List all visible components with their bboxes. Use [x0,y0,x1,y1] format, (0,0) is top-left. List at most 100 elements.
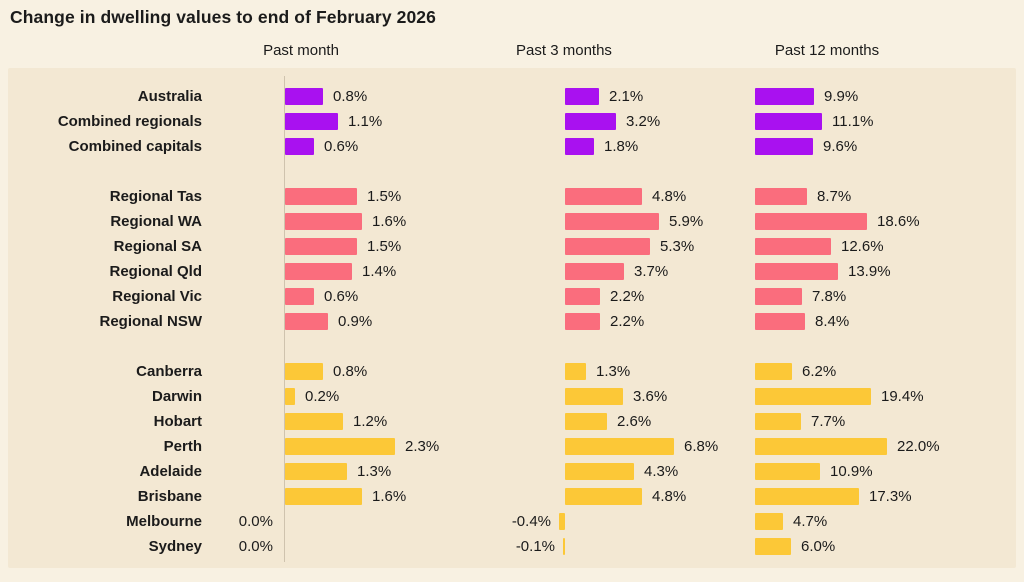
value-label: 1.3% [357,463,392,480]
value-label: 9.6% [823,138,858,155]
row-label: Canberra [136,363,202,380]
value-label: 0.8% [333,363,368,380]
value-label: 2.1% [609,88,644,105]
value-label: 1.2% [353,413,388,430]
value-label: 22.0% [897,438,940,455]
value-label: 4.3% [644,463,679,480]
bar [285,413,343,430]
row-label: Darwin [151,388,202,405]
bar [565,113,616,130]
row-label: Adelaide [139,463,202,480]
value-label: 3.6% [633,388,668,405]
value-label: 0.2% [305,388,340,405]
value-label: -0.4% [511,513,551,530]
value-label: 10.9% [830,463,873,480]
bar [285,288,314,305]
value-label: 19.4% [881,388,924,405]
bar [559,513,565,530]
value-label: 0.8% [333,88,368,105]
bar [565,363,586,380]
value-label: 1.5% [367,188,402,205]
value-label: 4.7% [793,513,828,530]
row-label: Regional NSW [99,313,202,330]
value-label: -0.1% [515,538,555,555]
value-label: 2.2% [610,288,645,305]
row-label: Regional SA [113,238,202,255]
row-label: Combined capitals [68,138,202,155]
value-label: 0.0% [238,513,273,530]
bar [565,413,607,430]
bar [565,138,594,155]
value-label: 11.1% [832,113,874,130]
bar [563,538,565,555]
bar [755,363,792,380]
row-label: Brisbane [137,488,202,505]
value-label: 1.8% [604,138,639,155]
row-label: Perth [163,438,202,455]
bar [565,88,599,105]
row-label: Regional Vic [112,288,202,305]
bar [285,363,323,380]
value-label: 1.6% [372,213,407,230]
row-label: Regional Tas [109,188,202,205]
bar [285,113,338,130]
bar [755,138,813,155]
value-label: 3.7% [634,263,669,280]
bar [755,463,820,480]
row-label: Hobart [153,413,202,430]
value-label: 4.8% [652,488,687,505]
column-header-past-month: Past month [263,42,339,59]
value-label: 0.6% [324,138,359,155]
bar [755,263,838,280]
value-label: 1.4% [362,263,397,280]
row-label: Melbourne [126,513,202,530]
bar [755,113,822,130]
column-header-past-3-months: Past 3 months [516,42,612,59]
bar [565,213,659,230]
value-label: 6.8% [684,438,719,455]
bar [755,238,831,255]
value-label: 0.0% [238,538,273,555]
value-label: 2.2% [610,313,645,330]
bar [285,438,395,455]
row-label: Regional WA [110,213,202,230]
value-label: 6.2% [802,363,837,380]
bar [755,388,871,405]
bar [755,513,783,530]
bar [285,188,357,205]
value-label: 18.6% [877,213,920,230]
value-label: 17.3% [869,488,912,505]
chart-plot-area: Australia 0.8% 2.1% 9.9% Combined regionals 1… [8,68,1016,568]
bar [285,388,295,405]
bar [755,413,801,430]
value-label: 1.1% [348,113,383,130]
value-label: 13.9% [848,263,891,280]
value-label: 2.6% [617,413,652,430]
bar [755,313,805,330]
value-label: 1.3% [596,363,631,380]
value-label: 1.6% [372,488,407,505]
bar [755,188,807,205]
bar [565,188,642,205]
value-label: 5.3% [660,238,695,255]
bar [565,388,623,405]
bar [755,438,887,455]
column-header-past-12-months: Past 12 months [774,42,880,59]
bar [285,488,362,505]
bar [755,88,814,105]
row-label: Regional Qld [109,263,202,280]
value-label: 4.8% [652,188,687,205]
bar [285,138,314,155]
bar [755,288,802,305]
value-label: 6.0% [801,538,836,555]
bar [565,288,600,305]
chart-title: Change in dwelling values to end of Febr… [10,7,436,27]
bar [285,313,328,330]
bar [285,213,362,230]
row-label: Combined regionals [57,113,202,130]
bar [285,263,352,280]
value-label: 2.3% [405,438,440,455]
value-label: 5.9% [669,213,704,230]
bar [565,438,674,455]
bar [565,313,600,330]
